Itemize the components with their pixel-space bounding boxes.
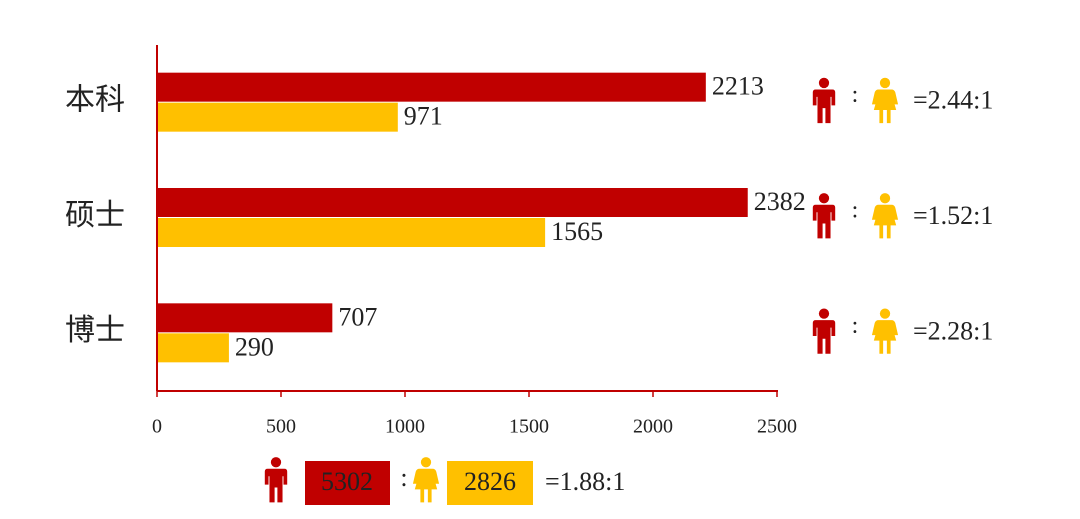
x-tick-label: 1500 [509, 416, 549, 438]
bar [157, 102, 398, 132]
value-label: 707 [338, 302, 377, 331]
ratio-label: =1.52:1 [913, 201, 993, 230]
value-label: 1565 [551, 217, 603, 246]
female-icon [412, 457, 440, 503]
total-box-female [447, 461, 533, 505]
separator: : [400, 463, 407, 492]
ratio-label: =2.44:1 [913, 86, 993, 115]
bar [157, 188, 748, 217]
x-tick-label: 0 [152, 416, 162, 438]
separator: : [852, 82, 859, 108]
axes [156, 45, 778, 392]
bar [157, 303, 333, 333]
bar [157, 72, 706, 102]
value-label: 2382 [754, 187, 806, 216]
separator: : [852, 198, 859, 224]
male-icon [812, 308, 836, 354]
y-tick-label: 本科 [65, 84, 125, 117]
male-icon [264, 457, 288, 503]
total-row: 5302 : 2826 =1.88:1 [264, 457, 625, 505]
y-tick-label: 硕士 [65, 199, 125, 232]
y-tick-label: 博士 [65, 314, 125, 347]
total-female: 2826 [464, 467, 516, 496]
bar [157, 333, 229, 363]
x-tick-label: 2000 [633, 416, 673, 438]
male-icon [812, 77, 836, 124]
x-tick-label: 2500 [757, 416, 797, 438]
ratio-label: =2.28:1 [913, 316, 993, 345]
x-tick-label: 1000 [385, 416, 425, 438]
value-label: 290 [235, 332, 274, 361]
separator: : [852, 313, 859, 339]
female-icon [871, 308, 899, 354]
male-icon [812, 193, 836, 239]
value-label: 2213 [712, 72, 764, 101]
total-ratio: =1.88:1 [545, 467, 625, 496]
total-male: 5302 [321, 467, 373, 496]
value-label: 971 [404, 102, 443, 131]
total-box-male [305, 461, 390, 505]
female-icon [871, 77, 899, 124]
bar [157, 218, 546, 247]
female-icon [871, 193, 899, 239]
x-tick-label: 500 [266, 416, 296, 438]
